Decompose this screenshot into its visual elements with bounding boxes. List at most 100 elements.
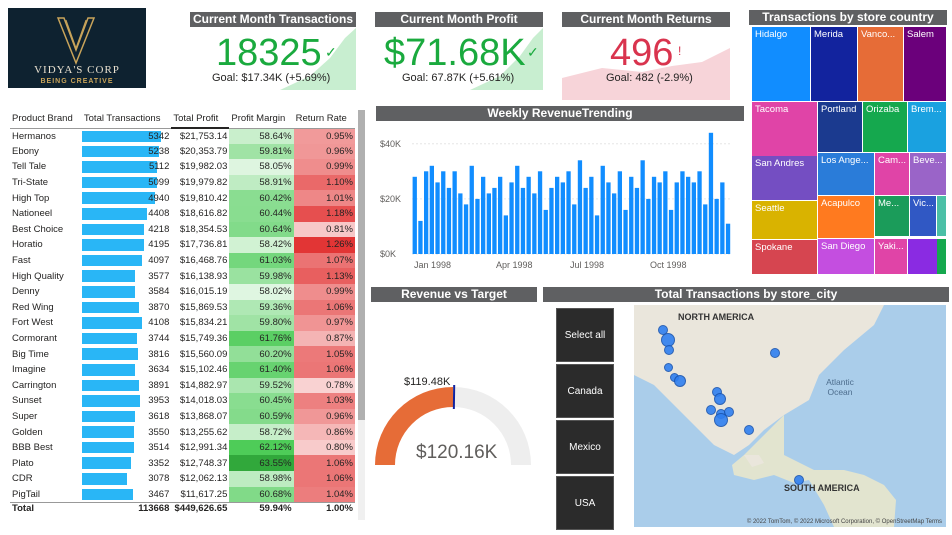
weekly-revenue-bar[interactable] xyxy=(646,198,651,254)
weekly-revenue-bar[interactable] xyxy=(475,198,480,254)
weekly-revenue-bar[interactable] xyxy=(617,171,622,254)
map-bubble[interactable] xyxy=(744,425,754,435)
weekly-revenue-bar[interactable] xyxy=(594,215,600,254)
weekly-revenue-bar[interactable] xyxy=(600,165,605,254)
scrollbar-thumb[interactable] xyxy=(358,110,365,420)
weekly-revenue-bar[interactable] xyxy=(555,176,560,254)
slicer-canada[interactable]: Canada xyxy=(556,364,614,418)
table-row[interactable]: Denny 3584 $16,015.19 58.02% 0.99% xyxy=(10,283,355,300)
treemap-tile[interactable]: Me... xyxy=(875,196,909,236)
table-row[interactable]: Hermanos 5342 $21,753.14 58.64% 0.95% xyxy=(10,128,355,144)
table-row[interactable]: Super 3618 $13,868.07 60.59% 0.96% xyxy=(10,408,355,425)
weekly-revenue-bar[interactable] xyxy=(680,171,685,254)
treemap-tile[interactable]: Yaki... xyxy=(875,239,907,274)
treemap-tile[interactable]: Spokane xyxy=(752,240,817,274)
table-row[interactable]: Imagine 3634 $15,102.46 61.40% 1.06% xyxy=(10,361,355,378)
table-row[interactable]: Tri-State 5099 $19,979.82 58.91% 1.10% xyxy=(10,174,355,191)
table-row[interactable]: High Quality 3577 $16,138.93 59.98% 1.13% xyxy=(10,268,355,284)
weekly-revenue-bar[interactable] xyxy=(640,160,645,254)
weekly-revenue-bar[interactable] xyxy=(435,182,440,254)
treemap-tile[interactable]: Vanco... xyxy=(858,27,903,101)
table-row[interactable]: Nationeel 4408 $18,616.82 60.44% 1.18% xyxy=(10,205,355,222)
weekly-revenue-bar[interactable] xyxy=(458,193,463,254)
weekly-revenue-bar[interactable] xyxy=(532,193,537,254)
map-bubble[interactable] xyxy=(664,345,674,355)
weekly-revenue-bar[interactable] xyxy=(412,176,417,254)
treemap-tile[interactable]: San Diego xyxy=(818,239,874,274)
weekly-revenue-bar[interactable] xyxy=(708,132,714,254)
table-row[interactable]: Horatio 4195 $17,736.81 58.42% 1.26% xyxy=(10,237,355,253)
map-bubble[interactable] xyxy=(770,348,780,358)
treemap-tile[interactable]: San Andres xyxy=(752,156,817,200)
table-row[interactable]: PigTail 3467 $11,617.25 60.68% 1.04% xyxy=(10,486,355,503)
map-bubble[interactable] xyxy=(714,413,728,427)
weekly-revenue-bar[interactable] xyxy=(720,182,725,254)
treemap-tile-small[interactable] xyxy=(937,239,946,274)
weekly-revenue-bar[interactable] xyxy=(509,182,514,254)
weekly-revenue-bar[interactable] xyxy=(663,171,668,254)
column-header[interactable]: Total Transactions xyxy=(81,110,172,129)
table-row[interactable]: Tell Tale 5112 $19,982.03 58.05% 0.99% xyxy=(10,159,355,175)
treemap-tile[interactable]: Merida xyxy=(811,27,857,101)
weekly-revenue-bar[interactable] xyxy=(418,220,423,254)
table-row[interactable]: Big Time 3816 $15,560.09 60.20% 1.05% xyxy=(10,346,355,362)
table-row[interactable]: Fast 4097 $16,468.76 61.03% 1.07% xyxy=(10,252,355,269)
treemap-tile[interactable]: Tacoma xyxy=(752,102,817,158)
treemap-tile[interactable]: Hidalgo xyxy=(752,27,810,101)
weekly-revenue-bar[interactable] xyxy=(503,215,508,254)
weekly-revenue-bar[interactable] xyxy=(492,187,497,254)
treemap-tile[interactable]: Seattle xyxy=(752,201,817,239)
slicer-mexico[interactable]: Mexico xyxy=(556,420,614,474)
weekly-revenue-bar[interactable] xyxy=(424,171,429,254)
map-bubble[interactable] xyxy=(674,375,686,387)
column-header[interactable]: Product Brand xyxy=(10,110,82,129)
column-header[interactable]: Total Profit xyxy=(171,110,230,129)
table-row[interactable]: CDR 3078 $12,062.13 58.98% 1.06% xyxy=(10,471,355,487)
weekly-revenue-bar[interactable] xyxy=(691,182,696,254)
map-bubble[interactable] xyxy=(706,405,716,415)
weekly-revenue-bar[interactable] xyxy=(452,171,457,254)
weekly-revenue-bar[interactable] xyxy=(520,187,526,254)
table-row[interactable]: High Top 4940 $19,810.42 60.42% 1.01% xyxy=(10,190,355,206)
table-row[interactable]: Golden 3550 $13,255.62 58.72% 0.86% xyxy=(10,424,355,440)
weekly-revenue-bar[interactable] xyxy=(498,176,503,254)
slicer-usa[interactable]: USA xyxy=(556,476,614,530)
weekly-revenue-bar[interactable] xyxy=(725,223,731,254)
treemap-tile-small[interactable] xyxy=(937,196,946,236)
treemap-tile[interactable]: Orizaba xyxy=(863,102,907,152)
weekly-revenue-bar[interactable] xyxy=(446,187,452,254)
weekly-revenue-bar[interactable] xyxy=(612,193,617,254)
store-city-map[interactable]: NORTH AMERICA Atlantic Ocean SOUTH AMERI… xyxy=(634,305,946,527)
weekly-revenue-bar[interactable] xyxy=(537,171,543,254)
weekly-revenue-bar[interactable] xyxy=(714,198,719,254)
weekly-revenue-bar[interactable] xyxy=(606,182,611,254)
map-bubble[interactable] xyxy=(794,475,804,485)
weekly-revenue-bar[interactable] xyxy=(441,171,446,254)
column-header[interactable]: Return Rate xyxy=(293,110,355,129)
treemap-tile[interactable]: Beve... xyxy=(910,153,946,195)
weekly-revenue-bar[interactable] xyxy=(486,193,491,254)
weekly-revenue-bar[interactable] xyxy=(469,165,474,254)
table-row[interactable]: Plato 3352 $12,748.37 63.55% 1.06% xyxy=(10,455,355,472)
treemap-tile[interactable]: Salem xyxy=(904,27,946,101)
treemap-tile[interactable]: Vic... xyxy=(910,196,936,236)
weekly-revenue-bar[interactable] xyxy=(703,204,708,254)
weekly-revenue-bar[interactable] xyxy=(429,165,434,254)
weekly-revenue-bar[interactable] xyxy=(697,171,702,254)
weekly-revenue-bar[interactable] xyxy=(572,204,577,254)
weekly-revenue-bar[interactable] xyxy=(526,176,531,254)
weekly-revenue-bar[interactable] xyxy=(481,176,486,254)
weekly-revenue-bar[interactable] xyxy=(674,182,679,254)
weekly-revenue-bar[interactable] xyxy=(577,160,583,254)
weekly-revenue-bar[interactable] xyxy=(566,171,571,254)
weekly-revenue-bar[interactable] xyxy=(651,176,657,254)
map-bubble[interactable] xyxy=(714,393,726,405)
slicer-select-all[interactable]: Select all xyxy=(556,308,614,362)
weekly-revenue-bar[interactable] xyxy=(589,176,594,254)
table-row[interactable]: Ebony 5238 $20,353.79 59.81% 0.96% xyxy=(10,143,355,160)
treemap-tile[interactable]: Portland xyxy=(818,102,862,152)
column-header[interactable]: Profit Margin xyxy=(229,110,294,129)
weekly-revenue-bar[interactable] xyxy=(543,209,548,254)
weekly-revenue-bar[interactable] xyxy=(686,176,691,254)
table-row[interactable]: Best Choice 4218 $18,354.53 60.64% 0.81% xyxy=(10,221,355,238)
